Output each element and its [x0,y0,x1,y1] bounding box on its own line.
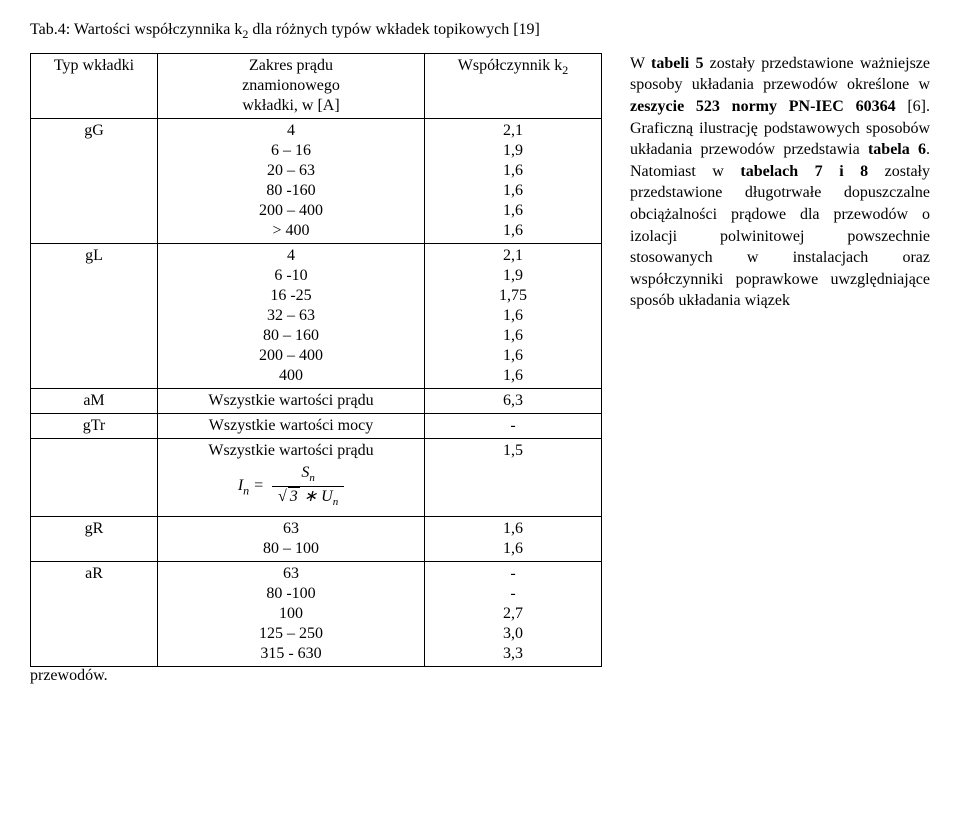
cell-range: Wszystkie wartości prądu [158,388,425,413]
cell-range: Wszystkie wartości prądu In = Sn √3 ∗ Un [158,438,425,516]
table-row: gR 63 80 – 100 1,6 1,6 [31,516,602,561]
cell-type: aR [31,561,158,666]
table-row: gL 4 6 -10 16 -25 32 – 63 80 – 160 200 –… [31,243,602,388]
table-caption: Tab.4: Wartości współczynnika k2 dla róż… [30,20,930,43]
header-type: Typ wkładki [31,53,158,118]
cell-range: 63 80 -100 100 125 – 250 315 - 630 [158,561,425,666]
table-row: Wszystkie wartości prądu In = Sn √3 ∗ Un… [31,438,602,516]
cell-k2: 1,5 [425,438,602,516]
cell-type: aM [31,388,158,413]
cell-k2: - - 2,7 3,0 3,3 [425,561,602,666]
cell-k2: 6,3 [425,388,602,413]
table-row: aM Wszystkie wartości prądu 6,3 [31,388,602,413]
caption-prefix: Tab.4 [30,21,66,38]
cell-range: 4 6 – 16 20 – 63 80 -160 200 – 400 > 400 [158,118,425,243]
cell-range: Wszystkie wartości mocy [158,413,425,438]
formula: In = Sn √3 ∗ Un [238,461,344,514]
table-row: gG 4 6 – 16 20 – 63 80 -160 200 – 400 > … [31,118,602,243]
cell-k2: 2,1 1,9 1,6 1,6 1,6 1,6 [425,118,602,243]
table-row: gTr Wszystkie wartości mocy - [31,413,602,438]
cell-type: gG [31,118,158,243]
cell-k2: 1,6 1,6 [425,516,602,561]
caption-text: : Wartości współczynnika k [66,21,243,38]
cell-type: gTr [31,413,158,438]
header-range: Zakres prądu znamionowego wkładki, w [A] [158,53,425,118]
table-body: gG 4 6 – 16 20 – 63 80 -160 200 – 400 > … [31,118,602,666]
cell-type [31,438,158,516]
table-row: aR 63 80 -100 100 125 – 250 315 - 630 - … [31,561,602,666]
content-row: Typ wkładki Zakres prądu znamionowego wk… [30,53,930,667]
caption-rest: dla różnych typów wkładek topikowych [19… [248,21,539,38]
cell-type: gL [31,243,158,388]
cell-range: 63 80 – 100 [158,516,425,561]
cell-k2: 2,1 1,9 1,75 1,6 1,6 1,6 1,6 [425,243,602,388]
header-k2: Współczynnik k2 [425,53,602,118]
cell-k2: - [425,413,602,438]
data-table: Typ wkładki Zakres prądu znamionowego wk… [30,53,602,667]
cell-type: gR [31,516,158,561]
table-header-row: Typ wkładki Zakres prądu znamionowego wk… [31,53,602,118]
side-paragraph: W tabeli 5 zostały przedstawione ważniej… [630,53,930,312]
cell-range: 4 6 -10 16 -25 32 – 63 80 – 160 200 – 40… [158,243,425,388]
trailing-word: przewodów. [30,667,930,685]
